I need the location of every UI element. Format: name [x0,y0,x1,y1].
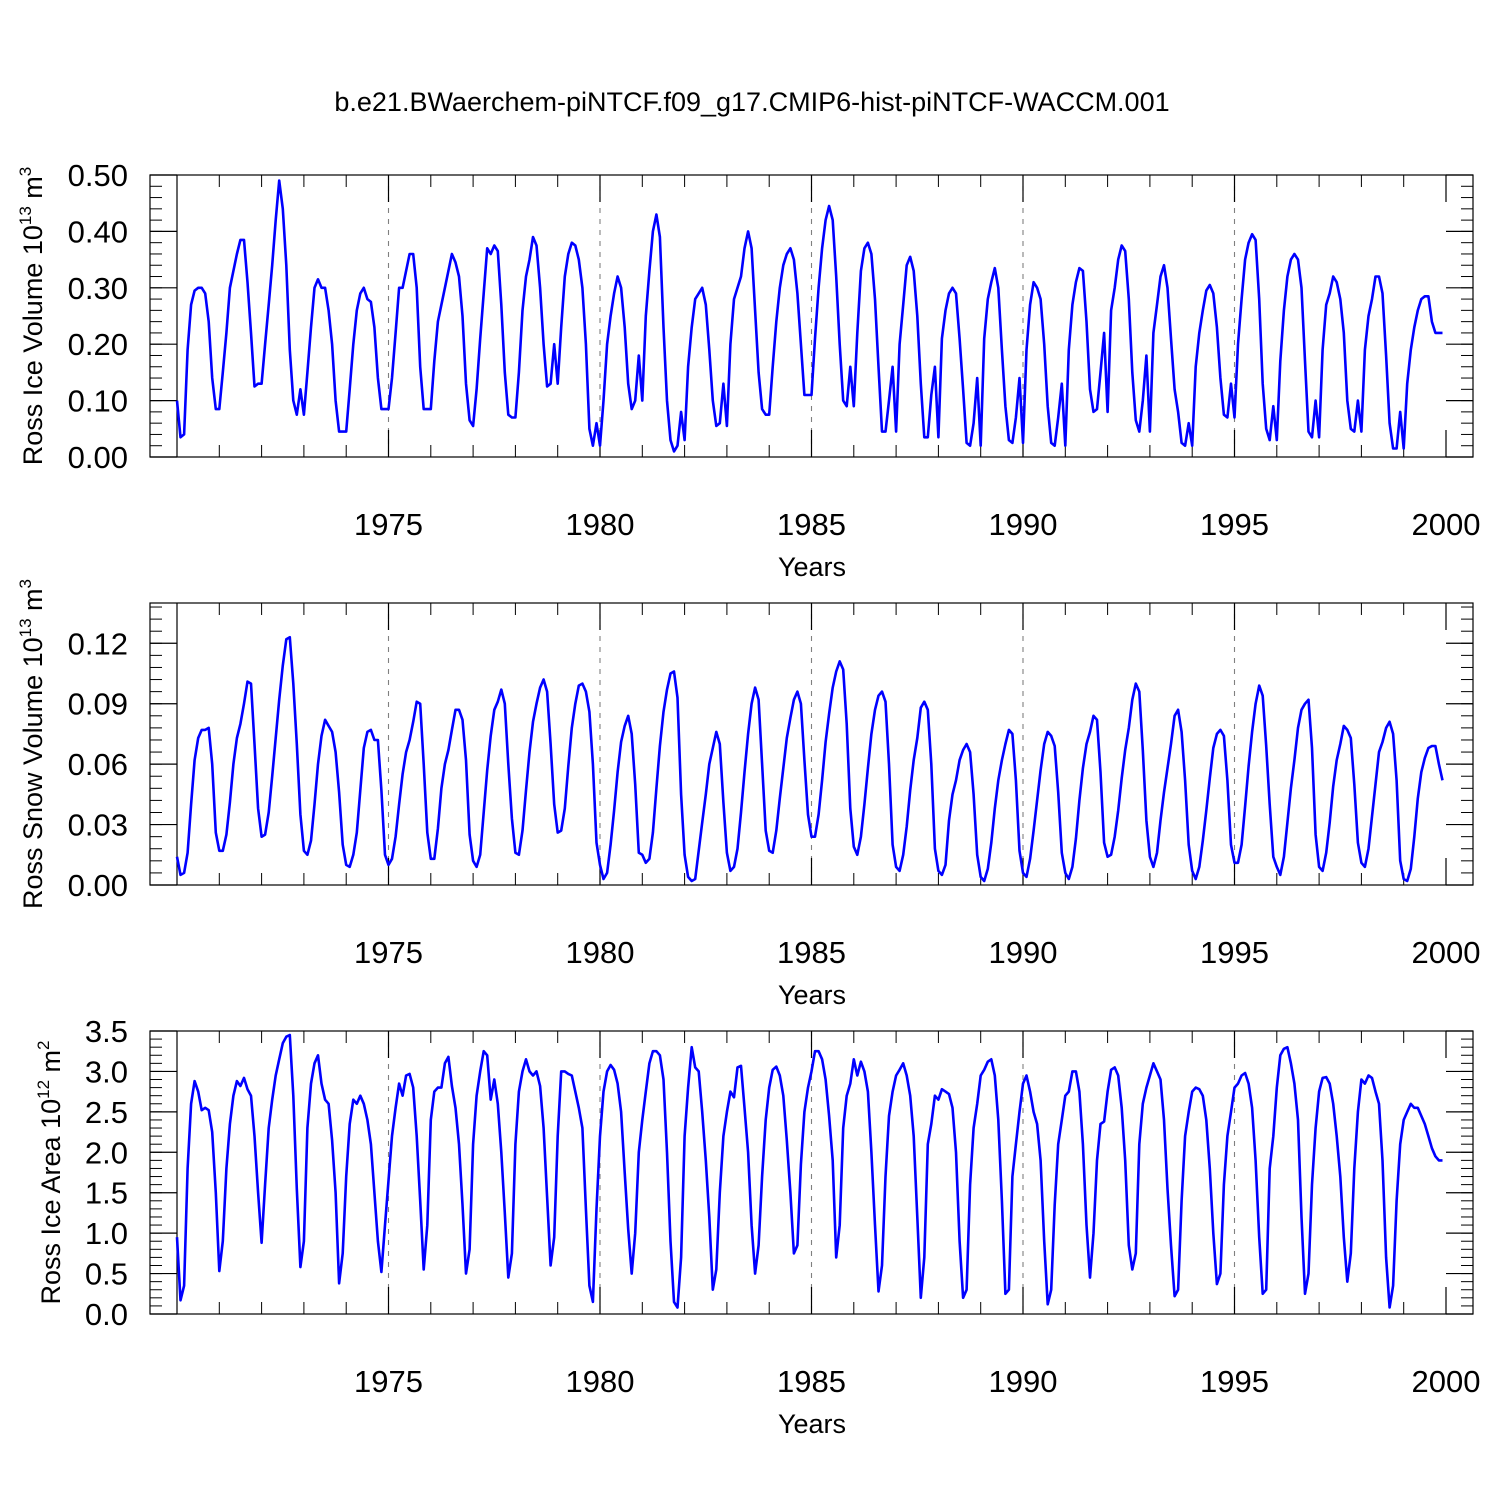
y-tick-label: 0.00 [68,868,128,903]
x-tick-label: 1975 [354,1364,423,1399]
y-tick-label: 3.5 [85,1014,128,1049]
y-tick-label: 0.0 [85,1297,128,1332]
y-tick-label: 0.20 [68,327,128,362]
y-tick-label: 3.0 [85,1054,128,1089]
panel-3: 0.0 0.5 1.0 1.5 2.0 2.5 3.0 3.5 1975 1980 1985 1990… [34,1014,1480,1439]
x-tick-label: 1990 [989,1364,1058,1399]
x-tick-label: 2000 [1412,507,1481,542]
y-tick-label: 2.5 [85,1095,128,1130]
y-tick-label: 0.12 [68,626,128,661]
y-tick-label: 0.09 [68,687,128,722]
y-tick-label: 0.5 [85,1257,128,1292]
y-tick-label: 0.10 [68,384,128,419]
series-line-ross-ice-volume [175,179,1443,453]
x-tick-label: 1975 [354,935,423,970]
x-tick-label: 1975 [354,507,423,542]
series-line-ross-ice-area [175,1033,1443,1309]
y-tick-label: 0.03 [68,808,128,843]
x-tick-label: 1985 [777,1364,846,1399]
x-tick-label: 1985 [777,935,846,970]
x-tick-label: 1995 [1200,507,1269,542]
y-tick-label: 2.0 [85,1135,128,1170]
chart-panels: 0.00 0.10 0.20 0.30 0.40 0.50 1975 1980 1985 1990… [16,158,1480,1439]
panel-1: 0.00 0.10 0.20 0.30 0.40 0.50 1975 1980 1985 1990… [16,158,1480,582]
y-tick-label: 0.30 [68,271,128,306]
x-axis-label: Years [778,552,846,582]
y-axis-label: Ross Snow Volume 1013 m3 [16,579,48,909]
y-tick-label: 1.0 [85,1216,128,1251]
y-axis-label: Ross Ice Area 1012 m2 [34,1040,66,1304]
y-tick-label: 0.40 [68,214,128,249]
x-tick-label: 1980 [566,1364,635,1399]
y-axis-label: Ross Ice Volume 1013 m3 [16,167,48,466]
x-tick-label: 1995 [1200,1364,1269,1399]
figure-title: b.e21.BWaerchem-piNTCF.f09_g17.CMIP6-his… [334,87,1169,117]
x-tick-label: 1980 [566,507,635,542]
y-tick-label: 0.00 [68,440,128,475]
x-axis-label: Years [778,980,846,1010]
series-line-ross-snow-volume [175,635,1444,883]
x-tick-label: 1980 [566,935,635,970]
x-axis-label: Years [778,1409,846,1439]
x-tick-label: 1990 [989,935,1058,970]
y-tick-label: 1.5 [85,1176,128,1211]
x-tick-label: 2000 [1412,1364,1481,1399]
x-tick-label: 2000 [1412,935,1481,970]
y-tick-label: 0.06 [68,747,128,782]
x-tick-label: 1990 [989,507,1058,542]
panel-2: 0.00 0.03 0.06 0.09 0.12 1975 1980 1985 1990 1995… [16,579,1480,1010]
x-tick-label: 1995 [1200,935,1269,970]
y-tick-label: 0.50 [68,158,128,193]
x-tick-label: 1985 [777,507,846,542]
